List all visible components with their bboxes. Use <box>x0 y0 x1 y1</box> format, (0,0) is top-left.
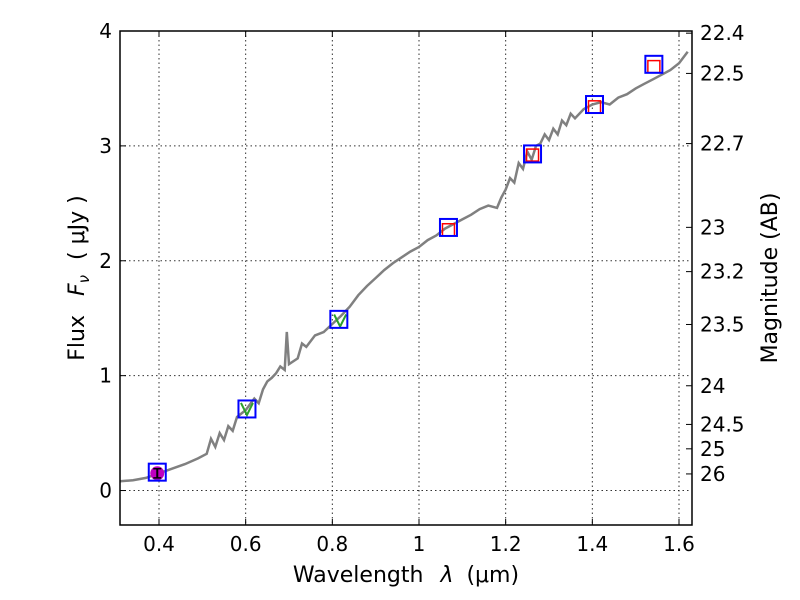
x-tick-label: 1.2 <box>490 532 522 556</box>
grid-layer <box>120 30 692 525</box>
model-photometry-point <box>523 144 543 164</box>
x-axis-label: Wavelength λ (μm) <box>293 563 519 588</box>
y-axis-label-subscript: ν <box>75 275 93 283</box>
y-axis-label-unit: ( μJy ) <box>65 195 90 260</box>
x-axis-label-unit: (μm) <box>466 563 519 588</box>
model-photometry-point <box>585 95 604 115</box>
right-tick-label: 26 <box>700 462 725 486</box>
model-photometry-point <box>438 217 458 237</box>
y-axis-label-text: Flux <box>65 315 90 361</box>
right-tick-label: 25 <box>700 437 725 461</box>
x-axis-label-text: Wavelength <box>293 563 424 588</box>
y-tick-label: 3 <box>99 134 112 158</box>
right-tick-label: 22.7 <box>700 132 745 156</box>
marks-layer <box>147 54 664 482</box>
y-tick-label: 0 <box>99 479 112 503</box>
y-tick-label: 2 <box>99 249 112 273</box>
right-axis-label: Magnitude (AB) <box>758 193 783 364</box>
red-point <box>525 148 540 162</box>
model-photometry-point <box>237 399 257 419</box>
plot-frame <box>119 30 693 526</box>
green-point <box>240 402 254 418</box>
x-tick-label: 1.4 <box>576 532 608 556</box>
right-tick-label: 22.4 <box>700 21 745 45</box>
model-spectrum-line <box>119 50 689 483</box>
x-tick-label: 1.6 <box>663 532 695 556</box>
right-tick-label: 22.5 <box>700 61 745 85</box>
right-tick-label: 23 <box>700 215 725 239</box>
right-tick-label: 24 <box>700 374 725 398</box>
model-photometry-point <box>644 54 664 74</box>
model-photometry-point <box>147 462 167 482</box>
x-tick-label: 0.4 <box>143 532 175 556</box>
y-tick-label: 1 <box>99 364 112 388</box>
right-tick-label: 23.2 <box>700 260 745 284</box>
red-point <box>647 59 661 74</box>
green-point <box>333 314 348 329</box>
y-axis-label: Flux Fν ( μJy ) <box>65 195 95 360</box>
y-tick-label: 4 <box>99 19 112 43</box>
x-tick-label: 1 <box>413 532 426 556</box>
right-tick-label: 24.5 <box>700 412 745 436</box>
x-axis-label-symbol: λ <box>439 563 453 588</box>
model-photometry-point <box>329 309 349 329</box>
y-axis-label-symbol: F <box>65 283 90 296</box>
right-tick-label: 23.5 <box>700 312 745 336</box>
x-tick-label: 0.8 <box>316 532 348 556</box>
x-tick-label: 0.6 <box>230 532 262 556</box>
